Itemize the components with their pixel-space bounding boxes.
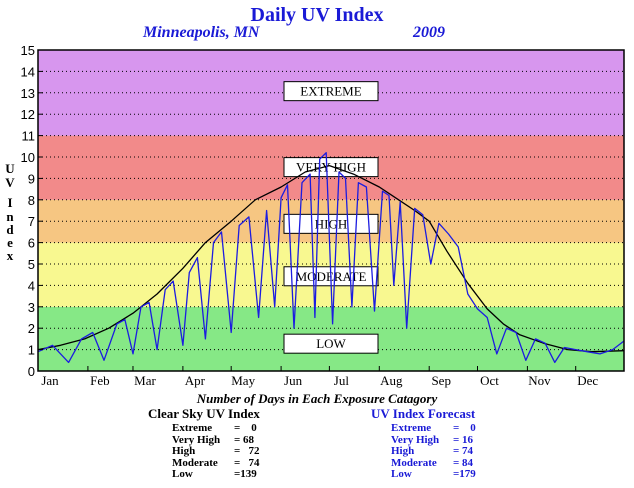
y-axis-label-char: U [5, 161, 15, 176]
y-axis-label-char: n [6, 209, 14, 224]
y-tick-label: 14 [21, 64, 35, 79]
y-axis-label-char: x [6, 248, 14, 263]
x-tick-label: Jun [284, 373, 303, 388]
clear-sky-row: Extreme = 0 [172, 422, 257, 434]
clear-sky-summary: Clear Sky UV Index Extreme = 0 Very High =… [148, 406, 260, 481]
x-tick-label: Nov [528, 373, 551, 388]
x-tick-label: Mar [134, 373, 156, 388]
grid-lines [38, 70, 624, 351]
category-label: VERY HIGH [296, 160, 366, 175]
clear-sky-row: High = 72 [172, 445, 260, 457]
forecast-row: Moderate = 84 [391, 456, 474, 469]
clear-sky-row: Very High = 68 [172, 433, 255, 446]
series-lines [37, 152, 625, 364]
forecast-row: Very High = 16 [391, 433, 474, 446]
x-tick-labels: Jan Feb Mar Apr May Jun Jul Aug Sep Oct Nov Dec [37, 366, 598, 388]
y-tick-label: 4 [28, 278, 35, 293]
category-box [283, 213, 379, 234]
y-tick-label: 12 [21, 107, 35, 122]
x-tick-label: May [231, 373, 255, 388]
y-tick-label: 7 [28, 214, 35, 229]
x-tick-label: Feb [90, 373, 110, 388]
forecast-line [37, 152, 625, 364]
y-tick-label: 11 [22, 129, 36, 144]
forecast-row: Extreme = 0 [391, 422, 476, 434]
y-axis-label-char: I [7, 195, 13, 210]
forecast-row: High = 74 [391, 445, 474, 457]
y-axis-label-char: d [6, 222, 14, 237]
category-box [283, 333, 379, 354]
category-label: EXTREME [300, 84, 361, 99]
clear-sky-row: Low =139 [172, 468, 257, 480]
y-tick-label: 6 [28, 236, 35, 251]
x-tick-label: Dec [577, 373, 598, 388]
x-axis-label: Number of Days in Each Exposure Catagory [196, 391, 438, 406]
y-tick-label: 13 [21, 86, 35, 101]
y-tick-label: 15 [21, 43, 35, 58]
plot-frame [37, 49, 625, 372]
forecast-row: Low =179 [391, 468, 476, 480]
forecast-summary: UV Index Forecast Extreme = 0 Very High = … [371, 406, 476, 481]
forecast-header: UV Index Forecast [371, 406, 476, 421]
clear-sky-row: Moderate = 74 [172, 456, 260, 469]
category-box [283, 81, 379, 102]
clear-sky-header: Clear Sky UV Index [148, 406, 260, 421]
x-tick-label: Oct [480, 373, 499, 388]
x-tick-label: Apr [185, 373, 206, 388]
y-axis-label-char: e [7, 235, 13, 250]
y-tick-label: 8 [28, 193, 35, 208]
y-tick-label: 0 [28, 364, 35, 379]
axes [37, 49, 625, 372]
category-label: HIGH [315, 216, 348, 231]
y-axis-label-char: V [5, 175, 15, 190]
y-tick-label: 10 [21, 150, 35, 165]
x-tick-label: Aug [380, 373, 403, 388]
category-label: LOW [316, 336, 346, 351]
location-label: Minneapolis, MN [143, 24, 260, 41]
y-tick-label: 1 [28, 343, 35, 358]
x-tick-label: Jul [334, 373, 350, 388]
year-label: 2009 [413, 24, 445, 41]
chart-title: Daily UV Index [250, 4, 384, 26]
y-tick-label: 2 [28, 321, 35, 336]
y-tick-label: 9 [28, 171, 35, 186]
y-tick-label: 5 [28, 257, 35, 272]
x-tick-label: Sep [431, 373, 451, 388]
x-tick-label: Jan [41, 373, 59, 388]
y-tick-label: 3 [28, 300, 35, 315]
